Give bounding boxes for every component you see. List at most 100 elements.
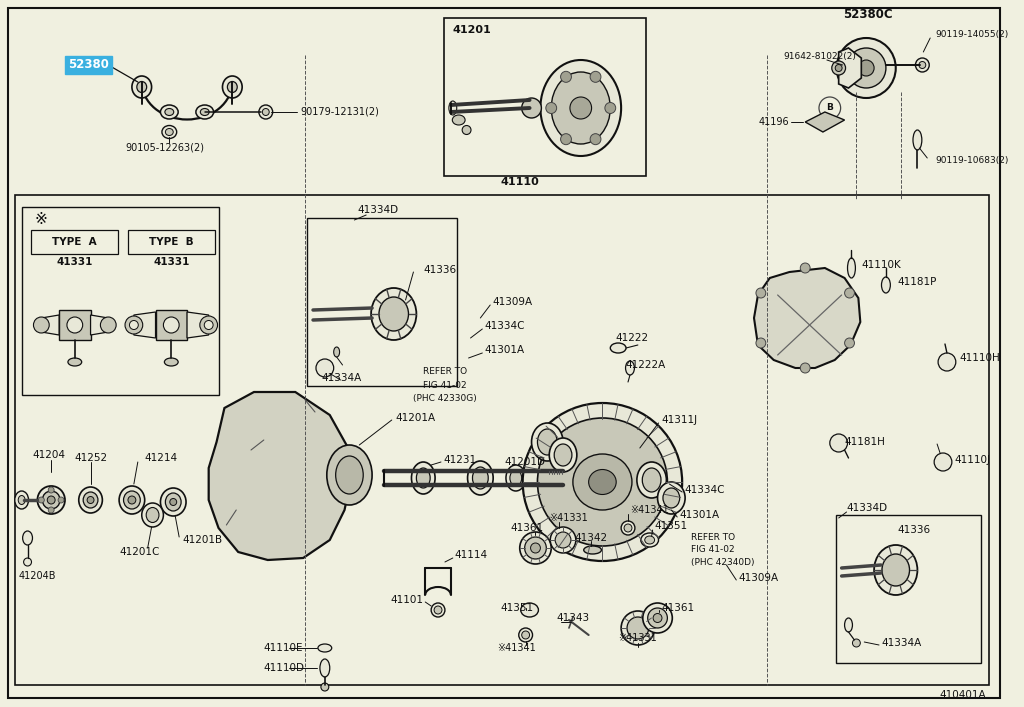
Ellipse shape	[23, 531, 33, 545]
Circle shape	[125, 316, 142, 334]
Ellipse shape	[321, 683, 329, 691]
Text: 41110K: 41110K	[861, 260, 901, 270]
Circle shape	[129, 320, 138, 329]
Ellipse shape	[642, 468, 660, 492]
Ellipse shape	[83, 492, 98, 508]
Ellipse shape	[42, 491, 60, 509]
Ellipse shape	[132, 76, 152, 98]
Text: 41110E: 41110E	[264, 643, 303, 653]
Ellipse shape	[417, 468, 430, 488]
Text: 41181H: 41181H	[845, 437, 886, 447]
Text: 41361: 41361	[662, 603, 694, 613]
Ellipse shape	[554, 444, 572, 466]
Ellipse shape	[637, 462, 667, 498]
Text: ※41331: ※41331	[549, 513, 588, 523]
Ellipse shape	[196, 105, 214, 119]
Text: 41204B: 41204B	[18, 571, 56, 581]
Circle shape	[938, 353, 955, 371]
Text: ※41331: ※41331	[618, 633, 657, 643]
Text: 410401A: 410401A	[940, 690, 986, 700]
Text: 41311J: 41311J	[662, 415, 697, 425]
Text: REFER TO: REFER TO	[423, 368, 467, 377]
Text: FIG 41-02: FIG 41-02	[691, 546, 734, 554]
Ellipse shape	[521, 603, 539, 617]
Ellipse shape	[541, 60, 622, 156]
Polygon shape	[41, 315, 59, 335]
Text: 90119-10683(2): 90119-10683(2)	[935, 156, 1009, 165]
Ellipse shape	[538, 418, 668, 546]
Text: 91642-81022(2): 91642-81022(2)	[783, 52, 856, 62]
Bar	[14, 195, 989, 685]
Ellipse shape	[831, 61, 846, 75]
Ellipse shape	[520, 532, 551, 564]
Text: 41110D: 41110D	[263, 663, 304, 673]
Ellipse shape	[141, 503, 164, 527]
Circle shape	[590, 134, 601, 145]
Text: 52380C: 52380C	[844, 8, 893, 21]
Circle shape	[560, 71, 571, 82]
Text: 41201A: 41201A	[395, 413, 436, 423]
Polygon shape	[90, 315, 109, 335]
Text: 41196: 41196	[759, 117, 790, 127]
Text: 41101: 41101	[390, 595, 423, 605]
Text: 41214: 41214	[144, 453, 178, 463]
Ellipse shape	[434, 606, 442, 614]
Text: 41301A: 41301A	[484, 345, 524, 355]
Text: 41201C: 41201C	[120, 547, 160, 557]
Text: ※41341: ※41341	[498, 643, 537, 653]
Text: 41201B: 41201B	[182, 535, 222, 545]
Ellipse shape	[165, 129, 173, 136]
Circle shape	[67, 317, 83, 333]
Ellipse shape	[319, 659, 330, 677]
Ellipse shape	[87, 496, 94, 503]
Text: 41110: 41110	[501, 177, 539, 187]
Text: 90119-14055(2): 90119-14055(2)	[935, 30, 1009, 40]
Circle shape	[546, 103, 557, 114]
Ellipse shape	[538, 429, 557, 455]
Ellipse shape	[610, 343, 626, 353]
Ellipse shape	[165, 493, 181, 511]
Ellipse shape	[170, 498, 177, 506]
Ellipse shape	[128, 496, 136, 504]
Ellipse shape	[645, 536, 654, 544]
Polygon shape	[754, 268, 860, 368]
Ellipse shape	[852, 639, 860, 647]
Ellipse shape	[521, 98, 542, 118]
Polygon shape	[187, 312, 209, 338]
Ellipse shape	[882, 554, 909, 586]
Text: ※: ※	[35, 213, 48, 228]
Ellipse shape	[535, 471, 545, 485]
Ellipse shape	[847, 48, 886, 88]
Ellipse shape	[162, 126, 177, 139]
Text: 41181P: 41181P	[898, 277, 937, 287]
Text: 41309A: 41309A	[738, 573, 778, 583]
Text: 41351: 41351	[500, 603, 534, 613]
Ellipse shape	[317, 644, 332, 652]
Ellipse shape	[161, 105, 178, 119]
Ellipse shape	[648, 608, 668, 628]
Ellipse shape	[146, 508, 159, 522]
Ellipse shape	[468, 461, 494, 495]
Ellipse shape	[522, 403, 682, 561]
Text: 41351: 41351	[654, 521, 688, 531]
Circle shape	[34, 317, 49, 333]
Text: 41252: 41252	[74, 453, 108, 463]
Polygon shape	[805, 112, 845, 132]
Text: 41334A: 41334A	[881, 638, 922, 648]
Ellipse shape	[874, 545, 918, 595]
Polygon shape	[209, 392, 352, 560]
Text: REFER TO: REFER TO	[691, 534, 735, 542]
Circle shape	[316, 359, 334, 377]
Circle shape	[48, 507, 54, 513]
Ellipse shape	[641, 533, 658, 547]
Bar	[836, 515, 981, 663]
Ellipse shape	[119, 486, 144, 514]
Ellipse shape	[412, 462, 435, 494]
Text: 90179-12131(2): 90179-12131(2)	[300, 107, 379, 117]
Circle shape	[100, 317, 116, 333]
Ellipse shape	[371, 288, 417, 340]
Ellipse shape	[882, 277, 890, 293]
Ellipse shape	[68, 358, 82, 366]
Ellipse shape	[848, 258, 855, 278]
Text: 41343: 41343	[556, 613, 590, 623]
